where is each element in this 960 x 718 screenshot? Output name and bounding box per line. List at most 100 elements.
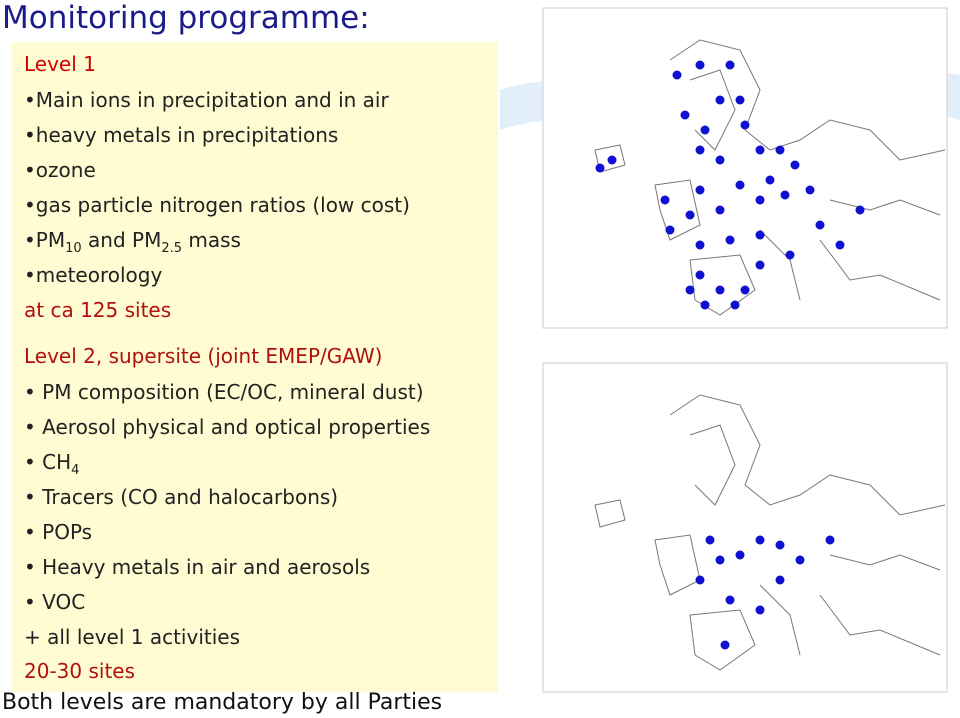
station-dot [700,125,710,135]
subscript: 4 [71,463,80,478]
coastlines [594,39,946,671]
subscript: 2.5 [161,241,183,256]
item-text: PM [35,228,66,252]
station-dot [740,120,750,130]
bullet-item: CH4 [24,450,79,478]
coastline [829,554,941,571]
station-dot [755,195,765,205]
sites: 20-30 sites [24,659,136,683]
bullet-item: heavy metals in precipitations [24,123,339,147]
coastline [759,229,941,301]
bullet-item: PM10 and PM2.5 mass [24,228,241,256]
station-dot [775,145,785,155]
bullet-item: Heavy metals in air and aerosols [24,555,370,579]
station-dot [825,535,835,545]
station-dot [785,250,795,260]
item-text: meteorology [35,263,163,287]
item-text: gas particle nitrogen ratios (low cost) [35,193,410,217]
coastline [594,499,626,528]
coastline [759,584,941,656]
station-dot [672,70,682,80]
station-dot [665,225,675,235]
coastline [689,609,756,671]
station-dot [715,95,725,105]
station-dot [715,555,725,565]
coastline [689,69,736,151]
bullet-item: Tracers (CO and halocarbons) [24,485,338,509]
sites: at ca 125 sites [24,298,172,322]
item-text: Tracers (CO and halocarbons) [42,485,339,509]
extra: + all level 1 activities [24,625,241,649]
station-dot [755,535,765,545]
stations [595,60,865,650]
coastline [829,199,941,216]
station-dot [755,145,765,155]
bullet-item: Main ions in precipitation and in air [24,88,389,112]
title: Monitoring programme: [2,0,370,36]
station-dot [815,220,825,230]
bullet-item: meteorology [24,263,163,287]
coastline [654,179,701,241]
bullet-item: VOC [24,590,85,614]
item-text: Main ions in precipitation and in air [35,88,389,112]
station-dot [715,205,725,215]
map-bottom [542,362,948,693]
station-dot [835,240,845,250]
coastline [669,394,946,516]
station-dot [720,640,730,650]
item-text: PM composition (EC/OC, mineral dust) [42,380,424,404]
item-text: ozone [35,158,96,182]
station-dot [715,285,725,295]
station-dot [855,205,865,215]
coastline [654,534,701,596]
item-text: heavy metals in precipitations [35,123,339,147]
station-dot [795,555,805,565]
station-dot [805,185,815,195]
bullet-item: ozone [24,158,96,182]
coastline [689,424,736,506]
station-dot [775,575,785,585]
item-text: POPs [42,520,93,544]
station-dot [607,155,617,165]
station-dot [660,195,670,205]
station-dot [685,210,695,220]
bullet-item: Aerosol physical and optical properties [24,415,430,439]
footer: Both levels are mandatory by all Parties [2,690,443,715]
bullet-item: gas particle nitrogen ratios (low cost) [24,193,410,217]
text-panel [12,42,498,692]
item-text: CH [42,450,72,474]
station-dot [695,185,705,195]
station-dot [730,300,740,310]
coastline [669,39,946,161]
level-heading: Level 2, supersite (joint EMEP/GAW) [24,344,383,368]
item-text: and PM [81,228,162,252]
station-dot [725,595,735,605]
station-dot [700,300,710,310]
station-dot [755,605,765,615]
station-dot [715,155,725,165]
station-dot [735,180,745,190]
station-dot [595,163,605,173]
station-dot [740,285,750,295]
station-dot [790,160,800,170]
station-dot [725,60,735,70]
item-text: VOC [42,590,86,614]
station-dot [695,575,705,585]
subscript: 10 [65,241,82,256]
station-dot [755,260,765,270]
level-heading: Level 1 [24,52,96,76]
station-dot [755,230,765,240]
station-dot [685,285,695,295]
station-dot [695,240,705,250]
station-dot [775,540,785,550]
station-dot [695,145,705,155]
station-dot [695,270,705,280]
item-text: Aerosol physical and optical properties [42,415,431,439]
station-dot [680,110,690,120]
station-dot [705,535,715,545]
bullet-item: PM composition (EC/OC, mineral dust) [24,380,424,404]
item-text: Heavy metals in air and aerosols [42,555,371,579]
